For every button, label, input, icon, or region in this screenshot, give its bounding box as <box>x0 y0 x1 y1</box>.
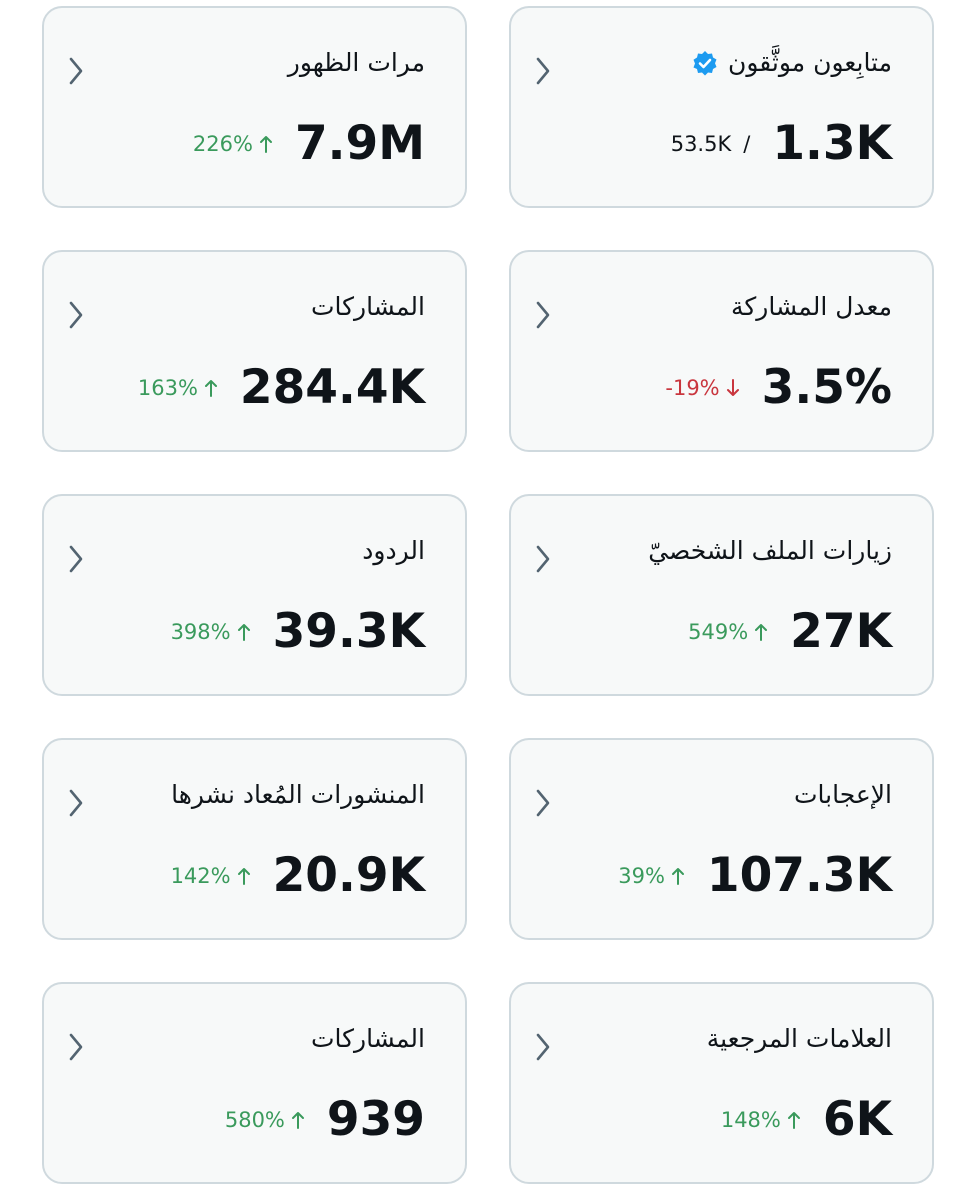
chevron <box>69 545 83 573</box>
chevron <box>536 545 550 573</box>
metric-value: 20.9K <box>272 848 425 903</box>
title-row: المنشورات المُعاد نشرها <box>171 780 425 809</box>
metric-card[interactable]: المنشورات المُعاد نشرها 20.9K 142% <box>42 738 467 940</box>
value-row: 20.9K 142% <box>171 848 425 903</box>
metric-title: متابِعون موثَّقون <box>728 48 892 77</box>
change: 580% <box>225 1108 305 1132</box>
metrics-grid: متابِعون موثَّقون 1.3K 53.5K / مرات الظهور 7.… <box>42 6 934 1184</box>
chevron <box>69 57 83 85</box>
separator: / <box>743 131 751 156</box>
chevron <box>69 1033 83 1061</box>
metric-card[interactable]: الإعجابات 107.3K 39% <box>509 738 934 940</box>
metric-card[interactable]: العلامات المرجعية 6K 148% <box>509 982 934 1184</box>
verified-badge <box>693 50 717 75</box>
title-row: الإعجابات <box>794 780 892 809</box>
metric-value: 1.3K <box>772 116 892 171</box>
chevron <box>69 789 83 817</box>
change-value: 398% <box>170 619 231 644</box>
metric-card[interactable]: الردود 39.3K 398% <box>42 494 467 696</box>
change-value: 549% <box>688 619 749 644</box>
value-row: 284.4K 163% <box>138 360 425 415</box>
arrow-down <box>726 378 739 396</box>
value-row: 7.9M 226% <box>193 116 425 171</box>
metric-title: الإعجابات <box>794 780 892 809</box>
metric-value: 27K <box>790 604 892 659</box>
value-row: 1.3K 53.5K / <box>671 116 892 171</box>
metric-title: المشاركات <box>310 292 425 321</box>
change: 549% <box>688 620 768 644</box>
metric-card[interactable]: زيارات الملف الشخصيّ 27K 549% <box>509 494 934 696</box>
metric-title: معدل المشاركة <box>731 292 892 321</box>
metric-value: 6K <box>822 1092 892 1147</box>
metric-card[interactable]: المشاركات 939 580% <box>42 982 467 1184</box>
metric-title: المنشورات المُعاد نشرها <box>171 780 425 809</box>
secondary: 53.5K / <box>671 132 751 156</box>
change: 163% <box>138 376 218 400</box>
arrow-up <box>755 623 768 641</box>
title-row: معدل المشاركة <box>731 292 892 321</box>
title-row: الردود <box>362 536 425 565</box>
chevron <box>536 789 550 817</box>
arrow-up <box>204 379 217 397</box>
metric-card[interactable]: المشاركات 284.4K 163% <box>42 250 467 452</box>
change: 226% <box>193 132 273 156</box>
title-row: العلامات المرجعية <box>707 1024 892 1053</box>
metric-value: 3.5% <box>761 360 892 415</box>
metric-value: 284.4K <box>239 360 425 415</box>
change-value: 226% <box>192 131 253 156</box>
change-value: 580% <box>224 1107 285 1132</box>
metric-card[interactable]: مرات الظهور 7.9M 226% <box>42 6 467 208</box>
arrow-up <box>237 623 250 641</box>
chevron <box>69 301 83 329</box>
chevron <box>536 301 550 329</box>
metric-title: زيارات الملف الشخصيّ <box>648 536 892 565</box>
metric-title: الردود <box>362 536 425 565</box>
change: 398% <box>171 620 251 644</box>
arrow-up <box>671 867 684 885</box>
metric-title: المشاركات <box>310 1024 425 1053</box>
change: 148% <box>721 1108 801 1132</box>
value-row: 39.3K 398% <box>171 604 425 659</box>
secondary-value: 53.5K <box>670 131 732 156</box>
arrow-up <box>237 867 250 885</box>
title-row: المشاركات <box>311 292 425 321</box>
metric-value: 39.3K <box>272 604 425 659</box>
chevron <box>536 1033 550 1061</box>
metric-title: العلامات المرجعية <box>706 1024 892 1053</box>
arrow-up <box>787 1111 800 1129</box>
title-row: المشاركات <box>311 1024 425 1053</box>
change-value: -19% <box>665 375 720 400</box>
title-row: متابِعون موثَّقون <box>692 48 892 77</box>
value-row: 3.5% -19% <box>665 360 892 415</box>
arrow-up <box>259 135 272 153</box>
metric-card[interactable]: متابِعون موثَّقون 1.3K 53.5K / <box>509 6 934 208</box>
change: 142% <box>171 864 251 888</box>
change-value: 148% <box>720 1107 781 1132</box>
metric-value: 107.3K <box>706 848 892 903</box>
change-value: 163% <box>137 375 198 400</box>
value-row: 939 580% <box>225 1092 425 1147</box>
change: -19% <box>665 376 739 400</box>
arrow-up <box>291 1111 304 1129</box>
metric-value: 7.9M <box>294 116 425 171</box>
title-row: زيارات الملف الشخصيّ <box>648 536 892 565</box>
metric-value: 939 <box>326 1092 425 1147</box>
value-row: 107.3K 39% <box>618 848 892 903</box>
value-row: 6K 148% <box>721 1092 892 1147</box>
value-row: 27K 549% <box>688 604 892 659</box>
change: 39% <box>618 864 685 888</box>
change-value: 39% <box>618 863 665 888</box>
metric-card[interactable]: معدل المشاركة 3.5% -19% <box>509 250 934 452</box>
chevron <box>536 57 550 85</box>
change-value: 142% <box>170 863 231 888</box>
metric-title: مرات الظهور <box>287 48 425 77</box>
title-row: مرات الظهور <box>288 48 425 77</box>
